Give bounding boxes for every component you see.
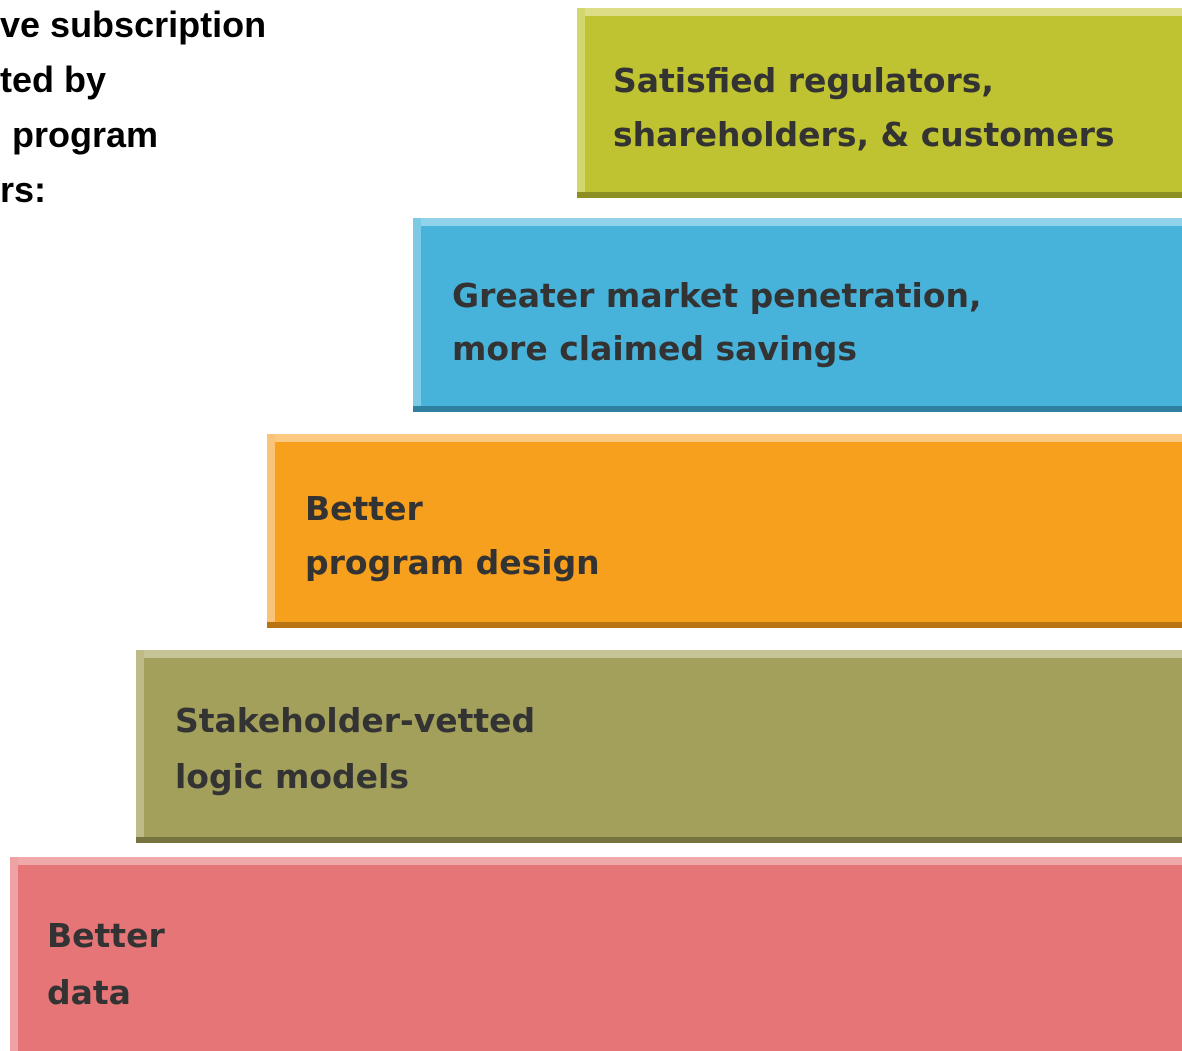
step-label: Satisfied regulators, bbox=[613, 61, 994, 100]
intro-line: ted by bbox=[0, 59, 106, 100]
intro-line: program bbox=[12, 114, 158, 155]
step-label: more claimed savings bbox=[452, 329, 857, 368]
step-block bbox=[577, 8, 1182, 198]
step-bevel bbox=[413, 218, 1182, 226]
step-bevel bbox=[577, 8, 1182, 16]
step-block bbox=[413, 218, 1182, 412]
step-block bbox=[10, 857, 1182, 1051]
step-bevel bbox=[413, 218, 421, 412]
step-label: Greater market penetration, bbox=[452, 276, 982, 315]
step-bevel bbox=[10, 857, 1182, 865]
step: Satisfied regulators, shareholders, & cu… bbox=[577, 8, 1182, 198]
step-label: data bbox=[47, 973, 131, 1012]
intro-line: ve subscription bbox=[0, 4, 266, 45]
step-shadow bbox=[413, 406, 1182, 412]
step-block bbox=[267, 434, 1182, 628]
intro-line: rs: bbox=[0, 169, 46, 210]
step: Better data bbox=[10, 857, 1182, 1051]
step-bevel bbox=[136, 650, 1182, 658]
step-bevel bbox=[577, 8, 585, 198]
step-label: Better bbox=[305, 489, 423, 528]
step-label: Stakeholder-vetted bbox=[175, 701, 535, 740]
step-block bbox=[136, 650, 1182, 843]
step: Better program design bbox=[267, 434, 1182, 628]
step-label: shareholders, & customers bbox=[613, 115, 1115, 154]
step-bevel bbox=[267, 434, 275, 628]
step-shadow bbox=[136, 837, 1182, 843]
step: Stakeholder-vetted logic models bbox=[136, 650, 1182, 843]
intro-text: ve subscription ted by program rs: bbox=[0, 4, 266, 210]
step-bevel bbox=[136, 650, 144, 843]
step-bevel bbox=[10, 857, 18, 1051]
step-label: logic models bbox=[175, 757, 409, 796]
step: Greater market penetration, more claimed… bbox=[413, 218, 1182, 412]
step-shadow bbox=[267, 622, 1182, 628]
step-bevel bbox=[267, 434, 1182, 442]
step-label: Better bbox=[47, 916, 165, 955]
step-shadow bbox=[577, 192, 1182, 198]
step-label: program design bbox=[305, 543, 600, 582]
